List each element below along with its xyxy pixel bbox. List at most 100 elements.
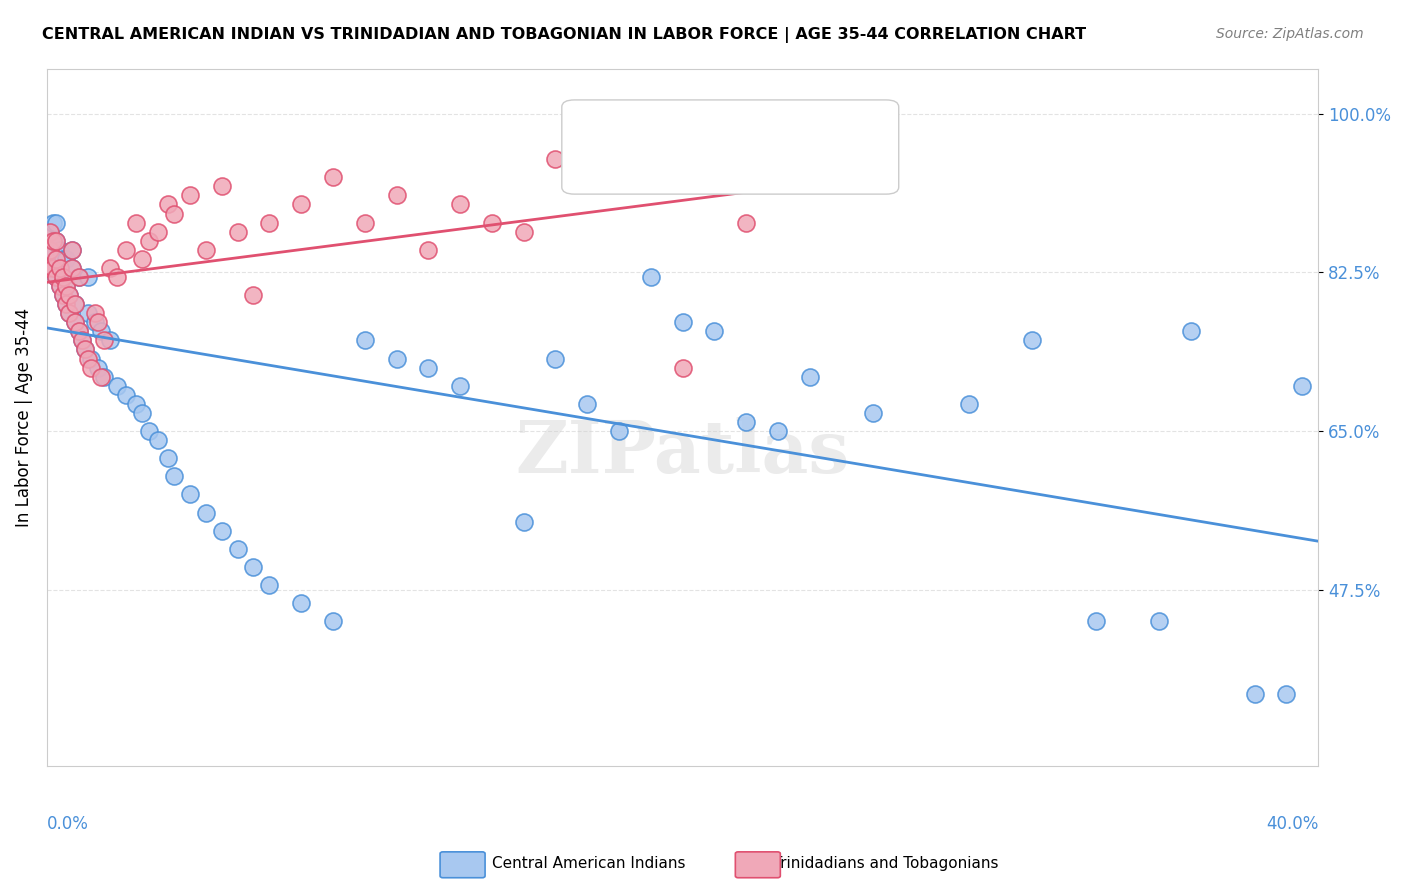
Point [39, 225, 62, 239]
Point [55, 279, 77, 293]
Point [60, 243, 83, 257]
Point [418, 360, 440, 375]
Point [45, 234, 67, 248]
Point [544, 152, 567, 166]
Point [67, 269, 90, 284]
Point [957, 397, 980, 411]
Point [640, 269, 662, 284]
Point [156, 197, 179, 211]
Point [1275, 687, 1298, 701]
Point [194, 506, 217, 520]
Point [45, 269, 67, 284]
Point [1084, 615, 1107, 629]
Point [52, 288, 75, 302]
Point [125, 216, 148, 230]
Point [70, 334, 93, 348]
Point [60, 260, 83, 275]
Point [226, 541, 249, 556]
Point [1149, 615, 1171, 629]
Point [39, 243, 62, 257]
Point [48, 260, 70, 275]
Point [58, 288, 80, 302]
Text: Trinidadians and Tobagonians: Trinidadians and Tobagonians [773, 856, 998, 871]
Point [179, 188, 201, 202]
Point [211, 524, 233, 538]
Point [45, 252, 67, 266]
Point [100, 334, 122, 348]
Point [146, 433, 169, 447]
Point [52, 252, 75, 266]
Point [42, 260, 65, 275]
Point [65, 315, 87, 329]
Point [48, 279, 70, 293]
Point [60, 260, 83, 275]
Point [65, 297, 87, 311]
Text: Central American Indians: Central American Indians [492, 856, 686, 871]
Point [90, 369, 112, 384]
Point [385, 188, 408, 202]
Text: 0.0%: 0.0% [46, 815, 89, 833]
Point [52, 269, 75, 284]
Point [73, 343, 96, 357]
Point [259, 216, 281, 230]
Point [146, 225, 169, 239]
Point [45, 252, 67, 266]
Point [735, 415, 758, 429]
Point [115, 388, 138, 402]
Point [194, 243, 217, 257]
Point [90, 324, 112, 338]
Point [703, 324, 725, 338]
Point [65, 297, 87, 311]
Point [58, 306, 80, 320]
Point [105, 269, 128, 284]
Point [58, 288, 80, 302]
Point [42, 216, 65, 230]
Point [131, 252, 153, 266]
Point [353, 216, 375, 230]
Point [55, 252, 77, 266]
Point [290, 197, 312, 211]
Point [60, 243, 83, 257]
Point [58, 306, 80, 320]
Point [290, 596, 312, 610]
Point [353, 334, 375, 348]
Point [799, 369, 821, 384]
Point [35, 260, 58, 275]
Point [1180, 324, 1202, 338]
Point [45, 234, 67, 248]
Point [512, 515, 534, 529]
Point [576, 397, 599, 411]
Point [65, 315, 87, 329]
Point [105, 378, 128, 392]
Point [87, 360, 110, 375]
Point [607, 424, 630, 438]
Point [42, 234, 65, 248]
Point [67, 324, 90, 338]
Point [67, 324, 90, 338]
Point [735, 216, 758, 230]
Point [544, 351, 567, 366]
Point [766, 424, 789, 438]
Legend: R = -0.216   N = 76, R =  0.501   N = 57: R = -0.216 N = 76, R = 0.501 N = 57 [610, 116, 849, 189]
Point [42, 260, 65, 275]
Point [52, 288, 75, 302]
Point [77, 269, 100, 284]
Point [179, 487, 201, 501]
Point [131, 406, 153, 420]
Point [45, 269, 67, 284]
Point [242, 288, 264, 302]
Point [385, 351, 408, 366]
Point [449, 378, 471, 392]
Point [39, 225, 62, 239]
Point [481, 216, 503, 230]
Point [93, 334, 115, 348]
Point [138, 424, 160, 438]
Point [259, 578, 281, 592]
Point [67, 269, 90, 284]
Point [211, 179, 233, 194]
Point [93, 369, 115, 384]
Point [83, 315, 105, 329]
Point [671, 360, 693, 375]
Point [73, 343, 96, 357]
Point [55, 297, 77, 311]
